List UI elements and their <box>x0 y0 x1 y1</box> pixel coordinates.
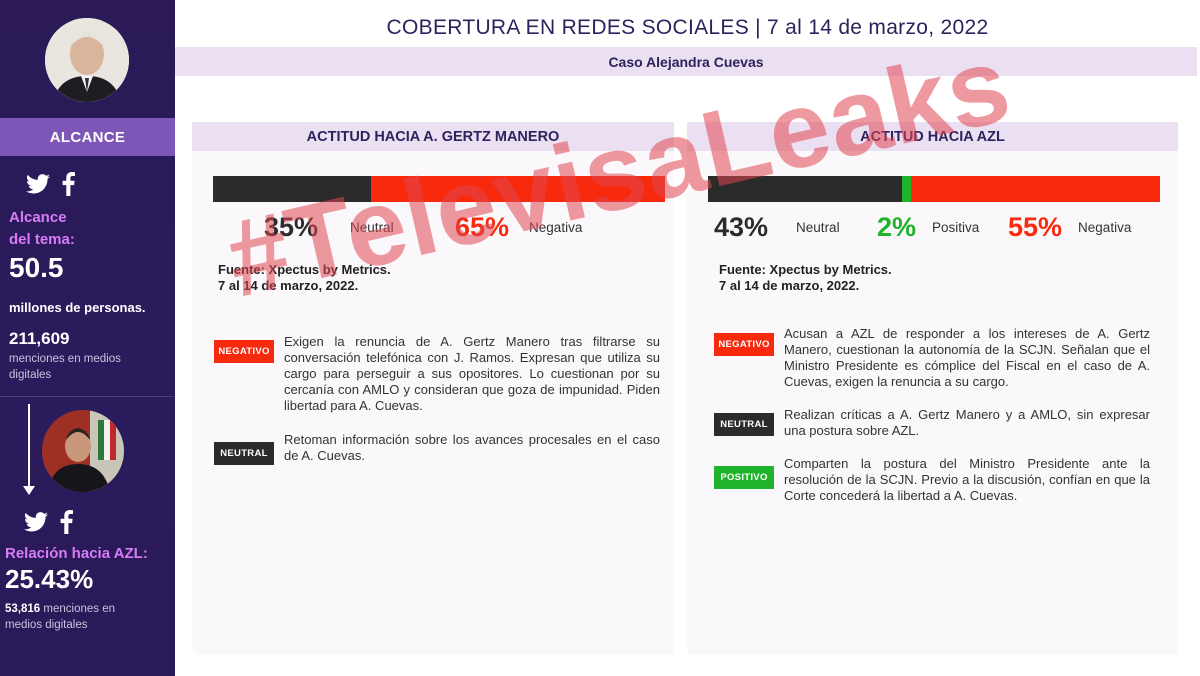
stat-pct: 65% <box>455 212 510 242</box>
divider <box>0 396 175 397</box>
bar-segment-positiva <box>902 176 912 202</box>
list-item-negativo: NEGATIVO Exigen la renuncia de A. Gertz … <box>214 334 660 414</box>
menciones-value: 211,609 <box>9 329 70 348</box>
stat-label: Negativa <box>529 220 583 235</box>
item-text: Exigen la renuncia de A. Gertz Manero tr… <box>284 334 660 413</box>
stat-label: Negativa <box>1078 220 1132 235</box>
stat-neutral: 35% Neutral <box>264 212 394 243</box>
stat-label: Neutral <box>796 220 840 235</box>
arrow-head-icon <box>23 486 35 495</box>
item-text: Acusan a AZL de responder a los interese… <box>784 326 1150 389</box>
stat-pct: 35% <box>264 212 319 242</box>
portrait-zaldivar <box>42 410 124 492</box>
badge-neutral: NEUTRAL <box>214 442 274 465</box>
item-text: Realizan críticas a A. Gertz Manero y a … <box>784 407 1150 438</box>
menciones-label: menciones en medios digitales <box>9 353 121 381</box>
bar-segment-neutral <box>708 176 903 202</box>
stat-label: Positiva <box>932 220 980 235</box>
social-icons-top <box>26 172 75 196</box>
twitter-icon <box>26 174 50 194</box>
social-icons-bottom <box>24 510 73 534</box>
alcance-unit: millones de personas. <box>9 300 146 315</box>
badge-negativo: NEGATIVO <box>214 340 274 363</box>
stat-pct: 55% <box>1008 212 1063 242</box>
sentiment-bar <box>213 176 665 202</box>
page-title: COBERTURA EN REDES SOCIALES | 7 al 14 de… <box>386 16 989 39</box>
list-item-neutral: NEUTRAL Retoman información sobre los av… <box>214 432 660 465</box>
twitter-icon <box>24 512 48 532</box>
badge-positivo: POSITIVO <box>714 466 774 489</box>
relacion-menciones: 53,816 menciones en medios digitales <box>5 603 115 631</box>
bar-segment-negativa <box>371 176 665 202</box>
facebook-icon <box>62 172 75 196</box>
alcance-value: 50.5 <box>9 252 64 283</box>
panel-gertz-manero: ACTITUD HACIA A. GERTZ MANERO 35% Neutra… <box>192 122 674 655</box>
bar-segment-negativa <box>911 176 1160 202</box>
source-note: Fuente: Xpectus by Metrics. 7 al 14 de m… <box>719 262 892 293</box>
stat-pct: 2% <box>877 212 917 242</box>
page-subtitle: Caso Alejandra Cuevas <box>175 47 1197 76</box>
alcance-label: Alcance del tema: <box>9 209 75 248</box>
list-item-negativo: NEGATIVO Acusan a AZL de responder a los… <box>714 326 1150 390</box>
relacion-value: 25.43% <box>5 564 94 594</box>
relacion-label: Relación hacia AZL: <box>5 545 148 562</box>
portrait-gertz-manero <box>45 18 129 102</box>
stat-neutral: 43% Neutral <box>714 212 840 243</box>
stat-label: Neutral <box>350 220 394 235</box>
panel-title: ACTITUD HACIA AZL <box>687 122 1178 151</box>
list-item-positivo: POSITIVO Comparten la postura del Minist… <box>714 456 1150 504</box>
stat-positiva: 2% Positiva <box>877 212 979 243</box>
list-item-neutral: NEUTRAL Realizan críticas a A. Gertz Man… <box>714 407 1150 439</box>
item-text: Comparten la postura del Ministro Presid… <box>784 456 1150 503</box>
badge-negativo: NEGATIVO <box>714 333 774 356</box>
sentiment-bar <box>708 176 1160 202</box>
bar-segment-neutral <box>213 176 372 202</box>
source-note: Fuente: Xpectus by Metrics. 7 al 14 de m… <box>218 262 391 293</box>
panel-title: ACTITUD HACIA A. GERTZ MANERO <box>192 122 674 151</box>
sidebar: ALCANCE Alcance del tema: 50.5 millones … <box>0 0 175 676</box>
badge-neutral: NEUTRAL <box>714 413 774 436</box>
stat-negativa: 65% Negativa <box>455 212 582 243</box>
stat-pct: 43% <box>714 212 769 242</box>
panel-azl: ACTITUD HACIA AZL 43% Neutral 2% Positiv… <box>687 122 1178 655</box>
arrow-down-icon <box>28 404 30 492</box>
stat-negativa: 55% Negativa <box>1008 212 1131 243</box>
alcance-section-label: ALCANCE <box>0 118 175 156</box>
facebook-icon <box>60 510 73 534</box>
item-text: Retoman información sobre los avances pr… <box>284 432 660 463</box>
